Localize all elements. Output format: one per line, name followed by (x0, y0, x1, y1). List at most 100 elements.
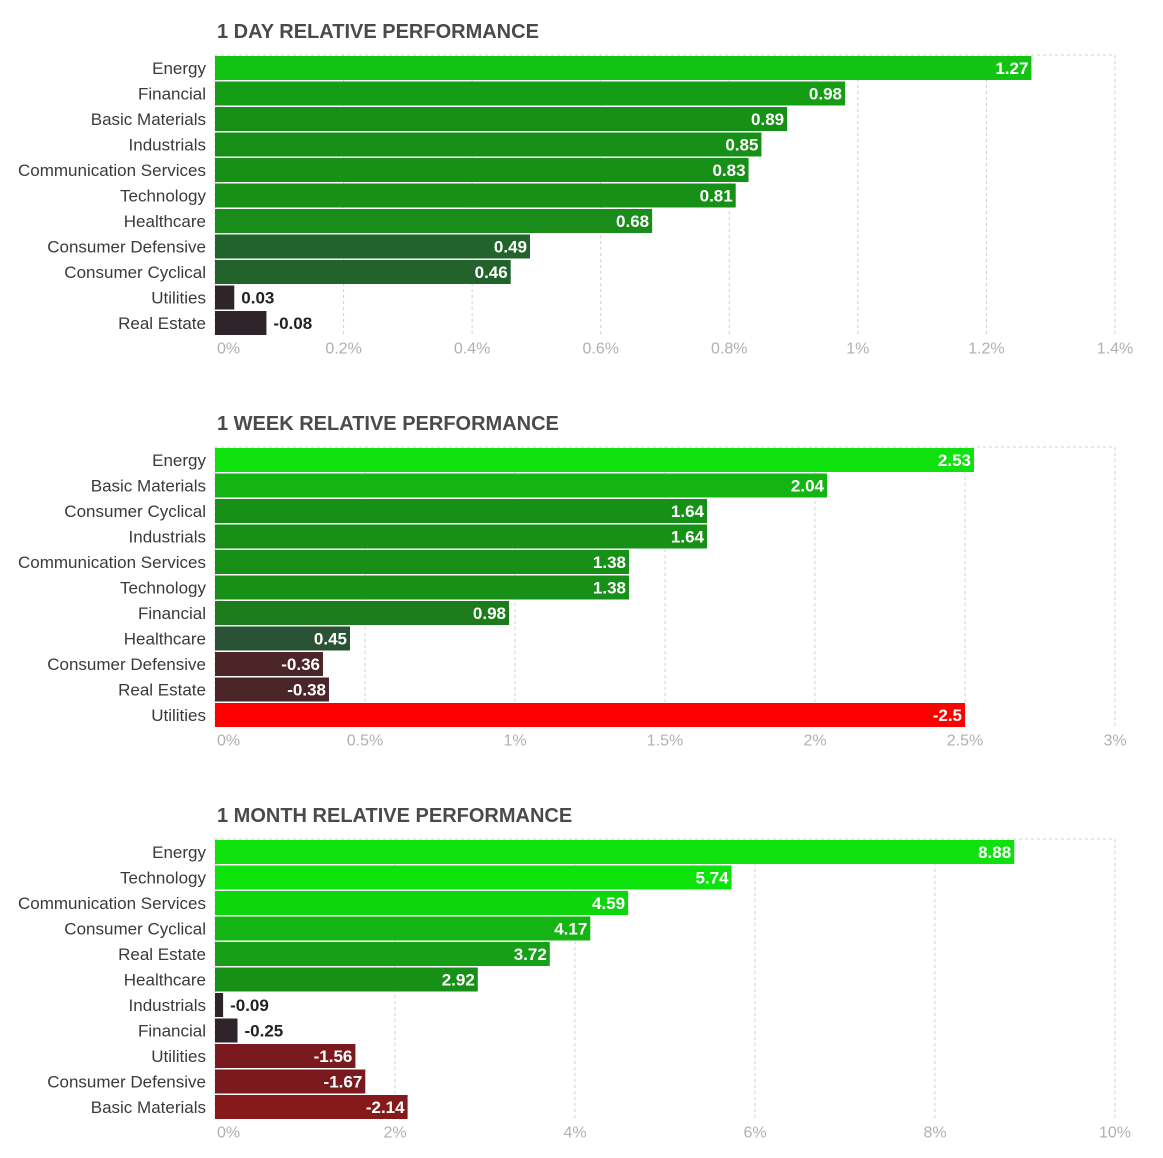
1-month-value-label: 3.72 (514, 945, 547, 964)
1-day-chart-title: 1 DAY RELATIVE PERFORMANCE (217, 21, 539, 43)
1-day-value-label: 0.68 (616, 212, 649, 231)
1-month-bar-financial (215, 1018, 238, 1043)
1-month-category-label: Real Estate (118, 945, 206, 964)
1-day-bar-basic-materials (215, 107, 788, 131)
1-week-bar-communication-services (215, 550, 629, 574)
1-month-tick-label: 0% (217, 1125, 240, 1142)
1-day-value-label: -0.08 (273, 314, 312, 333)
1-week-category-label: Healthcare (124, 630, 206, 649)
1-day-value-label: 0.46 (475, 263, 508, 282)
1-week-value-label: 1.38 (593, 553, 626, 572)
1-week-bar-consumer-cyclical (215, 499, 707, 523)
1-month-value-label: -1.67 (324, 1073, 363, 1092)
1-week-category-label: Utilities (151, 706, 206, 725)
1-week-tick-label: 0% (217, 733, 240, 750)
1-day-bar-technology (215, 183, 736, 208)
1-day-value-label: 0.81 (700, 187, 733, 206)
1-day-tick-label: 0.2% (325, 341, 361, 358)
1-month-bar-industrials (215, 993, 224, 1017)
1-week-category-label: Consumer Defensive (47, 655, 206, 674)
1-week-bar-healthcare (215, 626, 350, 651)
1-week-bar-consumer-defensive (215, 652, 323, 676)
1-day-bar-real-estate (215, 311, 267, 335)
1-month-value-label: 5.74 (696, 869, 730, 888)
1-month-bar-basic-materials (215, 1095, 408, 1119)
1-month-bar-consumer-cyclical (215, 916, 591, 941)
1-day-value-label: 0.83 (712, 161, 745, 180)
1-day-category-label: Energy (152, 59, 206, 78)
1-day-value-label: 0.98 (809, 85, 842, 104)
1-week-value-label: -0.36 (281, 655, 320, 674)
1-week-category-label: Financial (138, 604, 206, 623)
1-week-value-label: 2.04 (791, 477, 825, 496)
1-month-bar-real-estate (215, 942, 550, 966)
1-week-value-label: 0.98 (473, 604, 506, 623)
1-week-tick-label: 3% (1103, 733, 1126, 750)
1-week-bar-basic-materials (215, 473, 827, 498)
1-week-bar-technology (215, 575, 629, 600)
1-day-bar-energy (215, 56, 1032, 80)
1-month-value-label: 4.59 (592, 894, 625, 913)
1-day-category-label: Basic Materials (91, 110, 206, 129)
1-day-tick-label: 0% (217, 341, 240, 358)
1-day-category-label: Communication Services (18, 161, 206, 180)
1-day-bar-consumer-cyclical (215, 260, 511, 284)
1-month-value-label: 2.92 (442, 971, 475, 990)
1-week-category-label: Real Estate (118, 681, 206, 700)
1-week-value-label: 1.64 (671, 502, 705, 521)
1-day-value-label: 0.49 (494, 238, 527, 257)
1-month-value-label: -0.25 (245, 1022, 284, 1041)
1-day-bar-utilities (215, 285, 235, 310)
1-day-value-label: 0.89 (751, 110, 784, 129)
1-month-category-label: Communication Services (18, 894, 206, 913)
1-week-category-label: Technology (120, 579, 207, 598)
1-week-bar-financial (215, 601, 509, 625)
1-month-tick-label: 6% (743, 1125, 766, 1142)
1-day-category-label: Financial (138, 85, 206, 104)
1-day-category-label: Utilities (151, 289, 206, 308)
1-month-value-label: 4.17 (554, 920, 587, 939)
1-day-bar-communication-services (215, 158, 749, 182)
1-month-category-label: Healthcare (124, 971, 206, 990)
1-week-value-label: -2.5 (933, 706, 962, 725)
1-month-value-label: -0.09 (230, 996, 269, 1015)
1-week-bar-energy (215, 448, 974, 472)
1-day-tick-label: 1.4% (1097, 341, 1133, 358)
1-week-bar-utilities (215, 703, 965, 727)
1-day-tick-label: 0.4% (454, 341, 490, 358)
1-week-category-label: Consumer Cyclical (64, 502, 206, 521)
1-week-bar-industrials (215, 524, 707, 549)
1-day-category-label: Technology (120, 187, 207, 206)
1-day-value-label: 0.85 (725, 136, 758, 155)
1-month-bar-healthcare (215, 967, 478, 992)
1-month-tick-label: 4% (563, 1125, 586, 1142)
1-week-category-label: Basic Materials (91, 477, 206, 496)
1-week-value-label: 1.64 (671, 528, 705, 547)
1-month-tick-label: 2% (383, 1125, 406, 1142)
1-day-category-label: Consumer Cyclical (64, 263, 206, 282)
1-month-bar-energy (215, 840, 1015, 864)
1-day-bar-consumer-defensive (215, 234, 530, 259)
1-month-tick-label: 10% (1099, 1125, 1131, 1142)
1-day-bar-healthcare (215, 209, 653, 233)
1-week-value-label: -0.38 (287, 681, 326, 700)
1-day-bar-industrials (215, 132, 762, 157)
1-week-tick-label: 1% (503, 733, 526, 750)
1-month-category-label: Basic Materials (91, 1098, 206, 1117)
1-day-value-label: 0.03 (241, 289, 274, 308)
1-month-tick-label: 8% (923, 1125, 946, 1142)
1-month-category-label: Consumer Cyclical (64, 920, 206, 939)
1-week-value-label: 0.45 (314, 630, 347, 649)
1-week-tick-label: 1.5% (647, 733, 683, 750)
1-day-tick-label: 1.2% (968, 341, 1004, 358)
1-week-value-label: 1.38 (593, 579, 626, 598)
1-week-category-label: Industrials (129, 528, 206, 547)
1-week-category-label: Energy (152, 451, 206, 470)
1-month-bar-utilities (215, 1044, 356, 1068)
1-day-category-label: Consumer Defensive (47, 238, 206, 257)
1-month-category-label: Financial (138, 1022, 206, 1041)
1-day-value-label: 1.27 (995, 59, 1028, 78)
1-day-bar-financial (215, 81, 845, 106)
1-day-tick-label: 0.8% (711, 341, 747, 358)
